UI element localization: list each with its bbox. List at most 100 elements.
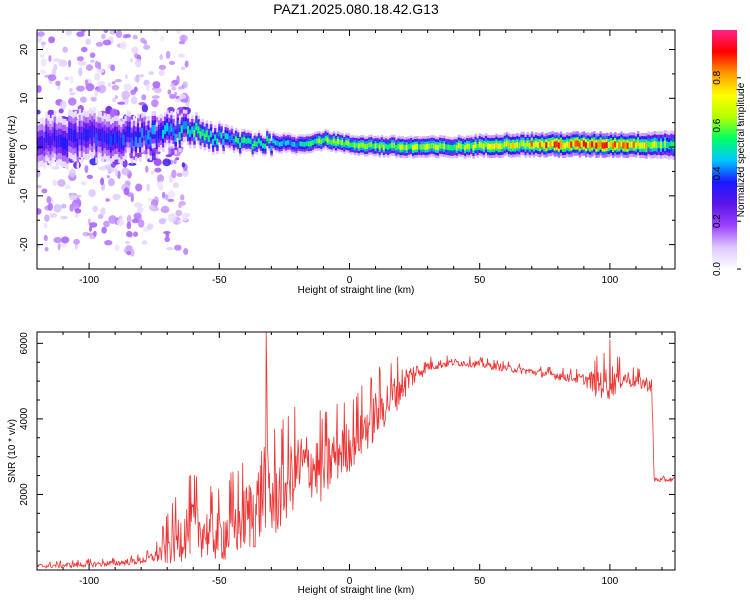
spectrogram-blob	[76, 85, 85, 92]
spectrogram-cell	[366, 143, 369, 149]
spectrogram-blob	[80, 181, 87, 186]
spectrogram-cell	[464, 145, 467, 151]
spectrogram-cell	[566, 141, 569, 148]
spectrogram-cell	[451, 145, 455, 151]
spectrogram-blob	[129, 58, 133, 63]
spectrogram-blob	[97, 84, 107, 94]
spectrogram-cell	[382, 144, 386, 150]
spectrogram-cell	[476, 143, 480, 150]
spectrogram-cell	[599, 140, 602, 147]
spectrogram-blob	[88, 189, 96, 198]
spectrogram-cell	[549, 141, 552, 148]
spectrogram-cell	[316, 138, 319, 144]
spectrogram-cell	[509, 143, 513, 149]
spectrogram-cell	[626, 142, 630, 149]
spectrogram-cell	[266, 136, 269, 142]
spectrogram-cell	[174, 133, 177, 142]
spectrogram-cell	[170, 123, 173, 132]
spectrogram-blob	[60, 100, 67, 110]
spectrogram-blob	[166, 247, 174, 251]
spectrogram-blob	[164, 236, 170, 242]
spectrogram-cell	[530, 140, 534, 147]
spectrogram-blob	[159, 54, 163, 61]
spectrogram-cell	[303, 142, 307, 147]
spectrogram-blob	[43, 234, 48, 242]
colorbar: 0.0 0.2 0.4 0.6 0.8 Normalized spectral ampl…	[712, 30, 747, 276]
spectrogram-cell	[572, 140, 575, 147]
spectrogram-blob	[114, 79, 122, 83]
spectrogram-cell	[107, 132, 111, 145]
spectrogram-cell	[532, 142, 536, 149]
spectrogram-blob	[176, 172, 183, 177]
spectrogram-cell	[409, 143, 413, 149]
spectrogram-cell	[214, 134, 217, 141]
spectrogram-cell	[45, 130, 48, 143]
spectrogram-cell	[555, 141, 559, 148]
spectrogram-blob	[110, 64, 116, 72]
spectrogram-cell	[114, 132, 117, 144]
spectrogram-blob	[61, 236, 70, 244]
spectrogram-blob	[94, 89, 98, 97]
spectrogram-cell	[324, 136, 327, 141]
spectrogram-blob	[148, 71, 155, 75]
spectrogram-blob	[131, 218, 140, 224]
spectrogram-cell	[349, 142, 352, 148]
colorbar-tick-label: 0.6	[712, 118, 723, 132]
spectrogram-blob	[40, 22, 48, 26]
spectrogram-cell	[484, 141, 488, 148]
spectrogram-cell	[143, 126, 146, 136]
spectrogram-blob	[121, 167, 130, 176]
chart-title: PAZ1.2025.080.18.42.G13	[273, 1, 439, 17]
spectrogram-cell	[666, 141, 669, 149]
spectrogram-blob	[124, 74, 128, 79]
spectrogram-blob	[57, 179, 66, 187]
spectrogram-blob	[121, 90, 130, 100]
spectrogram-blob	[101, 226, 107, 234]
spectrogram-y-axis: -20 -10 0 10 20	[19, 44, 675, 270]
spectrogram-cell	[43, 138, 46, 151]
spectrogram-cell	[341, 140, 344, 146]
spectrogram-cell	[139, 137, 142, 147]
spectrogram-cell	[270, 145, 273, 151]
spectrogram-cell	[141, 127, 144, 138]
spectrogram-cell	[272, 138, 275, 144]
spectrogram-blob	[138, 102, 146, 106]
spectrogram-blob	[137, 206, 144, 214]
spectrogram-cell	[528, 142, 532, 149]
spectrogram-blob	[138, 25, 146, 30]
spectrogram-x-axis: -100 -50 0 50 100	[36, 30, 663, 286]
spectrogram-cell	[455, 144, 459, 151]
spectrogram-cell	[59, 135, 63, 148]
spectrogram-blob	[167, 213, 177, 223]
spectrogram-blob	[152, 81, 161, 89]
spectrogram-heatmap	[37, 22, 675, 257]
spectrogram-blob	[126, 250, 132, 256]
spectrogram-cell	[207, 135, 211, 143]
spectrogram-cell	[672, 141, 675, 150]
spectrogram-cell	[245, 138, 248, 144]
spectrogram-blob	[64, 76, 70, 81]
spectrogram-cell	[609, 140, 613, 148]
spectrogram-blob	[52, 58, 62, 63]
spectrogram-cell	[641, 142, 644, 149]
spectrogram-cell	[282, 139, 286, 145]
x-tick-label: 0	[347, 275, 353, 286]
spectrogram-blob	[68, 97, 77, 106]
spectrogram-cell	[368, 142, 371, 148]
colorbar-tick-label: 0.8	[712, 70, 723, 84]
spectrogram-cell	[211, 138, 215, 146]
spectrogram-cell	[157, 129, 161, 139]
spectrogram-cell	[226, 133, 230, 140]
spectrogram-cell	[132, 130, 136, 142]
spectrogram-cell	[311, 140, 315, 146]
spectrogram-cell	[434, 144, 438, 150]
spectrogram-blob	[76, 56, 84, 62]
spectrogram-cell	[418, 144, 421, 150]
spectrogram-blob	[155, 24, 164, 28]
x-tick-label: 0	[347, 576, 353, 587]
spectrogram-blob	[103, 30, 109, 34]
spectrogram-cell	[645, 142, 648, 150]
spectrogram-cell	[162, 129, 165, 139]
spectrogram-blob	[49, 212, 58, 218]
